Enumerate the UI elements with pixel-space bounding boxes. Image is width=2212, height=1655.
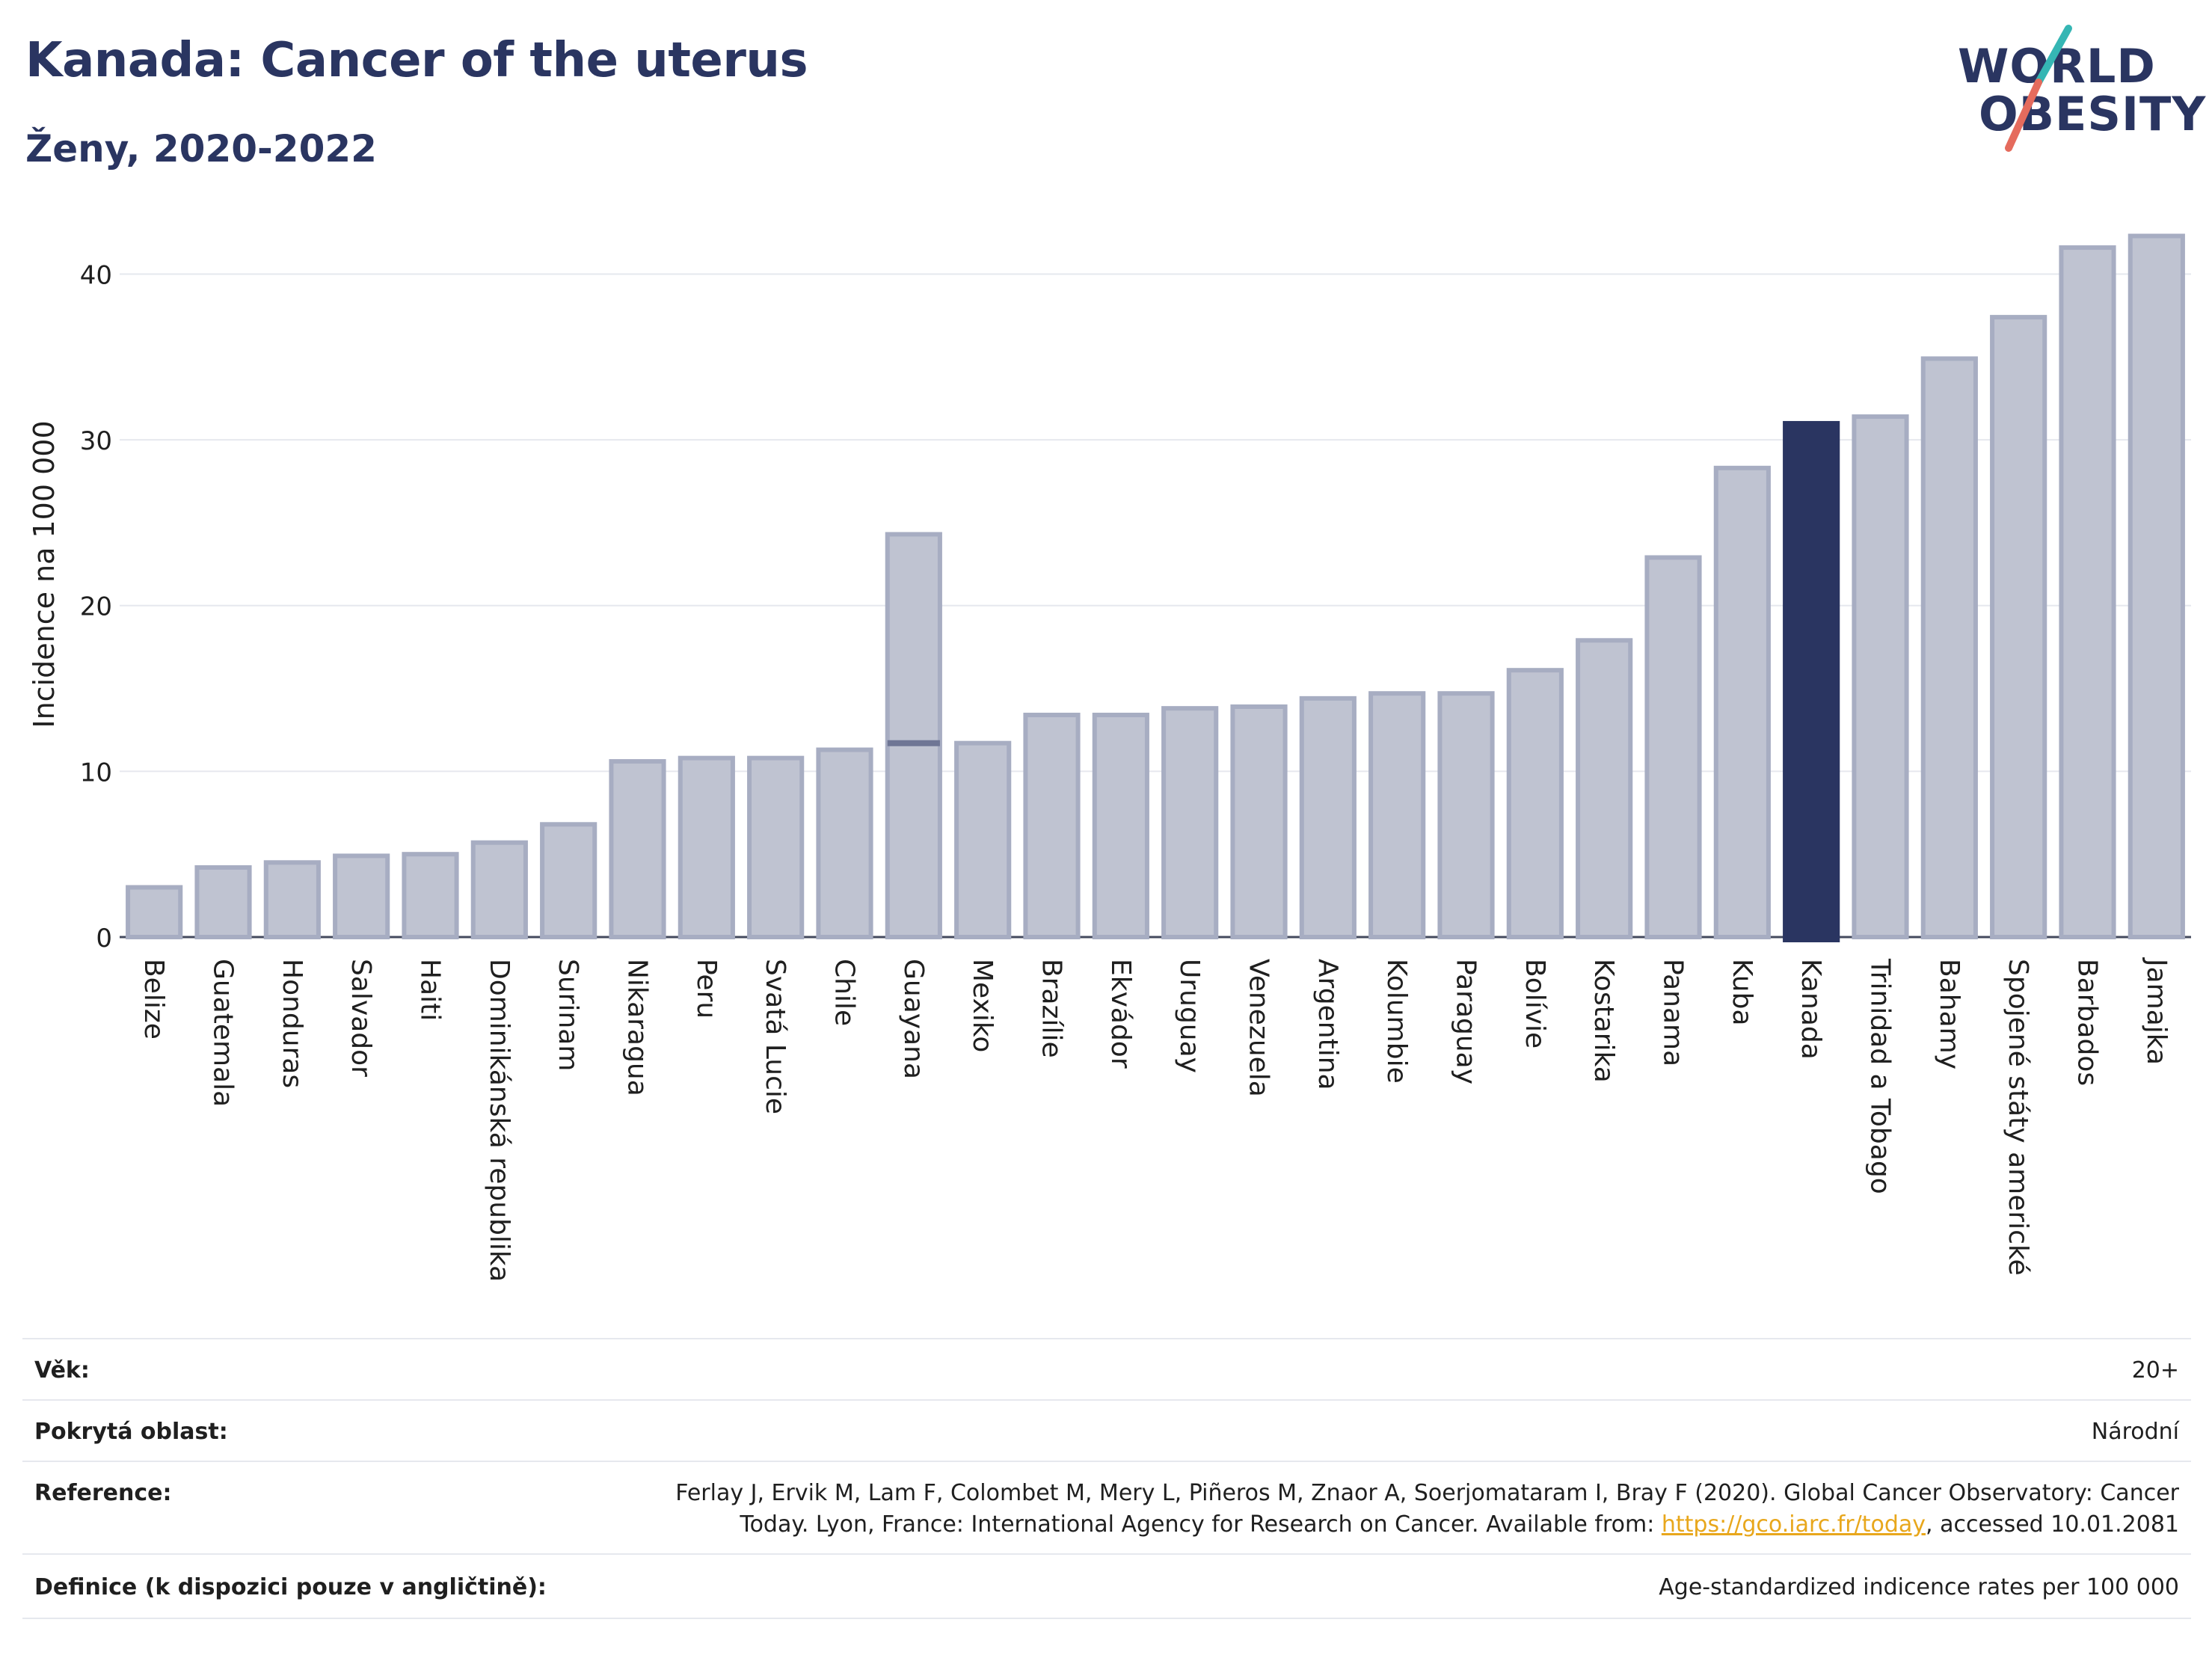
bars (126, 233, 2185, 942)
meta-label: Reference: (34, 1480, 172, 1506)
bar-argentina (1299, 696, 1357, 940)
bar-chile (816, 747, 873, 940)
meta-value-line2: Today. Lyon, France: International Agenc… (740, 1511, 2179, 1538)
bar-panama (1644, 555, 1702, 939)
x-tick-label: Kanada (1795, 959, 1826, 1060)
bar-chart: 0 10 20 30 40 Belize Guatemala Honduras Salvado… (28, 233, 2191, 1282)
y-tick-label: 0 (96, 924, 112, 954)
y-axis-title: Incidence na 100 000 (28, 420, 61, 728)
bar-bolívie (1506, 668, 1564, 939)
x-tick-label: Barbados (2072, 959, 2103, 1086)
meta-value: Národní (2091, 1419, 2179, 1445)
meta-row-coverage: Pokrytá oblast: Národní (22, 1399, 2191, 1462)
x-tick-label: Ekvádor (1105, 959, 1136, 1069)
bar-trinidad-a-tobago (1852, 414, 1909, 939)
meta-row-age: Věk: 20+ (22, 1338, 2191, 1401)
x-tick-label: Kostarika (1588, 959, 1619, 1083)
x-tick-label: Argentina (1312, 959, 1343, 1090)
bar-bahamy (1920, 356, 1978, 939)
bar-surinam (540, 822, 597, 939)
bar-spojené-státy-americké (1990, 315, 2047, 939)
x-tick-label: Nikaragua (622, 959, 653, 1096)
logo-slash-icon (2005, 25, 2072, 152)
bar-brazílie (1023, 713, 1081, 939)
meta-label: Definice (k dispozici pouze v angličtině… (34, 1574, 547, 1600)
y-tick-label: 20 (80, 592, 112, 622)
x-tick-label: Peru (691, 959, 722, 1019)
bar-peru (678, 755, 735, 939)
x-tick-label: Jamajka (2141, 957, 2172, 1065)
meta-value: Ferlay J, Ervik M, Lam F, Colombet M, Me… (675, 1480, 2179, 1506)
meta-label: Pokrytá oblast: (34, 1419, 228, 1445)
world-obesity-logo: WORLD OBESITY (1944, 22, 2205, 157)
bar-barbados (2059, 245, 2116, 939)
chart-title: Kanada: Cancer of the uterus (25, 33, 808, 88)
x-tick-label: Mexiko (967, 959, 998, 1052)
x-tick-label: Bolívie (1520, 959, 1550, 1048)
chart-subtitle: Ženy, 2020-2022 (25, 127, 377, 171)
bar-honduras (263, 860, 321, 940)
x-tick-label: Uruguay (1174, 959, 1205, 1073)
x-tick-label: Svatá Lucie (760, 959, 790, 1114)
x-tick-label: Dominikánská republika (484, 959, 514, 1282)
y-tick-label: 30 (80, 426, 112, 456)
reference-accessed: , accessed 10.01.2081 (1926, 1511, 2179, 1538)
bar-paraguay (1437, 691, 1495, 939)
x-axis-labels: Belize Guatemala Honduras Salvador Haiti Domi… (138, 957, 2172, 1282)
reference-link[interactable]: https://gco.iarc.fr/today (1661, 1511, 1926, 1538)
x-tick-label: Kuba (1727, 959, 1757, 1026)
x-tick-label: Bahamy (1934, 959, 1964, 1069)
bar-dominikánská-republika (470, 840, 528, 940)
x-tick-label: Belize (138, 959, 169, 1040)
bar-ekvádor (1092, 713, 1149, 939)
meta-row-reference: Reference: Ferlay J, Ervik M, Lam F, Col… (22, 1461, 2191, 1555)
meta-row-definition: Definice (k dispozici pouze v angličtině… (22, 1553, 2191, 1619)
meta-value: Age-standardized indicence rates per 100… (1659, 1574, 2179, 1600)
bar-kuba (1713, 465, 1771, 939)
bar-haiti (402, 852, 459, 939)
bar-kanada (1783, 420, 1840, 942)
y-tick-label: 40 (80, 260, 112, 290)
bar-kostarika (1576, 638, 1633, 940)
x-tick-label: Guayana (898, 959, 929, 1079)
bar-nikaragua (609, 759, 666, 939)
bar-guayana (885, 532, 942, 939)
bar-belize (126, 885, 183, 939)
x-tick-label: Chile (829, 959, 860, 1026)
bar-jamajka (2127, 233, 2185, 939)
bar-salvador (333, 853, 390, 940)
bar-guatemala (194, 865, 252, 939)
y-axis: 0 10 20 30 40 (80, 260, 2191, 954)
x-tick-label: Surinam (553, 959, 583, 1071)
meta-label: Věk: (34, 1357, 90, 1384)
x-tick-label: Haiti (415, 959, 446, 1021)
x-tick-label: Salvador (345, 959, 376, 1077)
x-tick-label: Brazílie (1036, 959, 1067, 1058)
x-tick-label: Venezuela (1244, 959, 1274, 1097)
x-tick-label: Trinidad a Tobago (1865, 958, 1896, 1194)
bar-venezuela (1230, 704, 1288, 939)
meta-value: 20+ (2131, 1357, 2179, 1384)
bar-svatá-lucie (747, 755, 805, 939)
reference-text: Today. Lyon, France: International Agenc… (740, 1511, 1662, 1538)
x-tick-label: Paraguay (1451, 959, 1481, 1084)
x-tick-label: Guatemala (208, 959, 239, 1107)
y-tick-label: 10 (80, 758, 112, 787)
x-tick-label: Spojené státy americké (2003, 959, 2033, 1276)
bar-uruguay (1161, 706, 1219, 939)
bar-kolumbie (1368, 691, 1426, 939)
x-tick-label: Panama (1658, 959, 1689, 1066)
bar-mexiko (954, 740, 1012, 940)
x-tick-label: Honduras (277, 959, 307, 1088)
x-tick-label: Kolumbie (1381, 959, 1412, 1084)
